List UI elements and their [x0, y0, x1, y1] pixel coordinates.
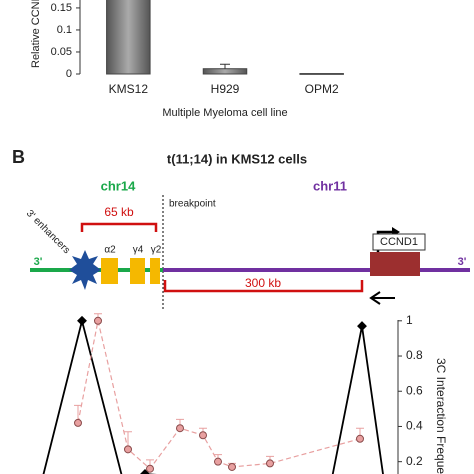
y-tick-label: 0.05: [51, 46, 72, 58]
breakpoint-label: breakpoint: [169, 199, 216, 210]
point: [77, 315, 87, 326]
gene-label: CCND1: [380, 236, 418, 248]
y-tick-label: 0.1: [57, 24, 72, 36]
bars: [106, 0, 344, 75]
series-line: [42, 320, 384, 474]
line-panel: 0.2 0.4 0.6 0.8 1 3C Interaction Frequency: [42, 313, 448, 474]
point: [74, 418, 82, 427]
span-65: 65 kb: [104, 205, 134, 219]
y-tick-label: 0.15: [51, 2, 72, 14]
point: [356, 434, 364, 443]
chr11-label: chr11: [313, 178, 347, 193]
x-axis-label: Multiple Myeloma cell line: [162, 107, 287, 119]
panel-label: B: [12, 147, 25, 167]
y-tick-label: 0.2: [406, 454, 423, 468]
end-right: 3': [458, 256, 467, 268]
bracket-65: [80, 222, 158, 232]
point: [214, 457, 222, 466]
span-300: 300 kb: [245, 276, 281, 290]
chr14-label: chr14: [101, 178, 136, 193]
end-left: 3': [34, 256, 43, 268]
gene-label-box: [372, 233, 426, 251]
segment-label: γ2: [151, 245, 162, 256]
point: [266, 459, 274, 468]
point: [357, 321, 367, 332]
y-axis-label: 3C Interaction Frequency: [434, 358, 448, 474]
y-tick-label: 0: [66, 68, 72, 80]
gene-box: [370, 252, 420, 276]
point: [146, 464, 154, 473]
point: [94, 316, 102, 325]
segment-label: γ4: [133, 245, 144, 256]
x-tick-label: H929: [211, 82, 240, 96]
point: [124, 445, 132, 454]
bar-panel: 0 0.05 0.1 0.15 Relative CCND1 Multiple Myelo…: [30, 0, 344, 119]
bracket-300: [163, 280, 364, 293]
error-bar: [220, 63, 230, 69]
segment-g4: [130, 258, 145, 284]
segment-g2: [150, 258, 160, 284]
y-tick-label: 0.6: [406, 383, 423, 397]
point: [199, 431, 207, 440]
bar: [106, 0, 151, 75]
enhancers-label: 3' enhancers: [24, 208, 72, 256]
y-tick-label: 0.4: [406, 419, 423, 433]
y-tick-label: 0.8: [406, 348, 423, 362]
point: [228, 462, 236, 471]
segment-label: α2: [104, 245, 116, 256]
plot: [42, 313, 384, 474]
bar: [299, 73, 344, 75]
series-line: [77, 320, 361, 470]
bar: [202, 68, 248, 75]
x-tick-label: KMS12: [109, 82, 149, 96]
point: [176, 424, 184, 433]
segment-a2: [101, 258, 118, 284]
diagram-title: t(11;14) in KMS12 cells: [167, 151, 307, 166]
y-axis-label: Relative CCND1: [30, 0, 42, 68]
y-tick-label: 1: [406, 313, 413, 327]
x-tick-label: OPM2: [305, 82, 339, 96]
enhancer-star: [69, 250, 101, 290]
primer-arrow: [369, 291, 395, 305]
